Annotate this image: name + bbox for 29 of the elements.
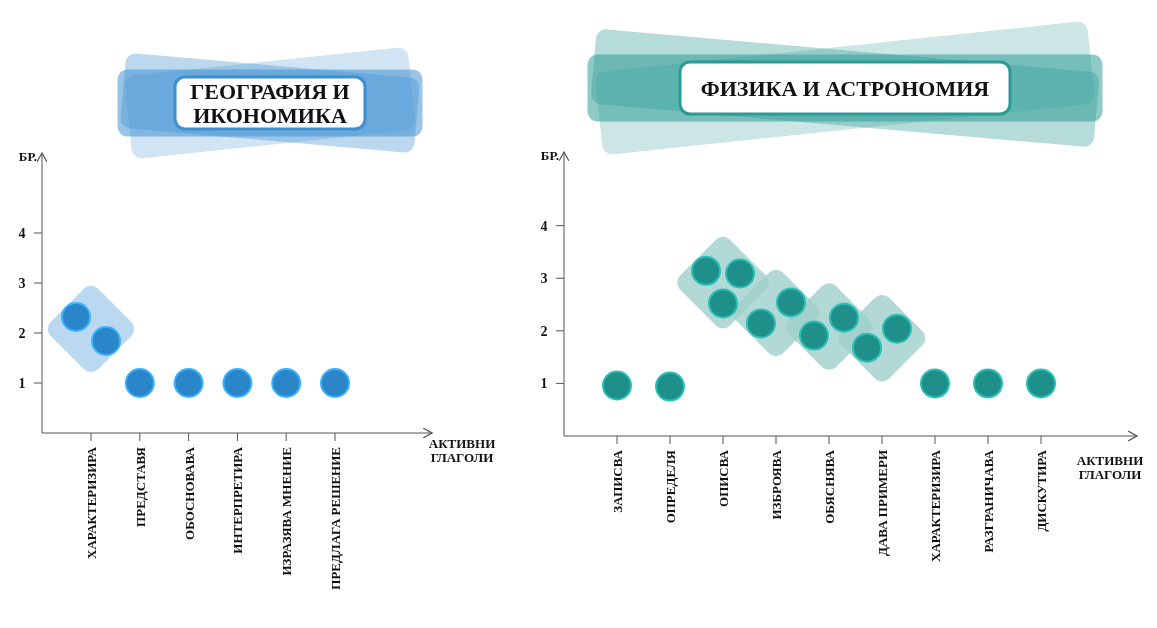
x-tick-label: ХАРАКТЕРИЗИРА (84, 446, 99, 559)
y-tick-label: 3 (540, 271, 548, 287)
x-tick-label: ИНТЕРПРЕТИРА (230, 446, 246, 554)
x-tick-label: РАЗГРАНИЧАВА (981, 449, 996, 553)
x-tick-label: ПРЕДСТАВЯ (132, 446, 148, 527)
x-tick-label: ИЗРАЗЯВА МНЕНИЕ (279, 447, 295, 576)
y-axis-title: БР. (540, 148, 559, 163)
x-axis-title: АКТИВНИ ГЛАГОЛИ (428, 436, 496, 466)
x-tick-label: ЗАПИСВА (610, 449, 625, 513)
x-tick-label: ОПИСВА (716, 449, 731, 507)
y-tick-label: 4 (540, 218, 548, 234)
y-tick-label: 1 (18, 376, 26, 391)
x-axis-title: АКТИВНИ ГЛАГОЛИ (1076, 453, 1144, 483)
x-tick-label: ОБЯСНЯВА (822, 449, 837, 524)
y-tick-label: 2 (540, 323, 548, 339)
y-tick-label: 2 (18, 326, 26, 341)
x-tick-label: ХАРАКТЕРИЗИРА (928, 449, 943, 562)
x-tick-label: ОБОСНОВАВА (181, 446, 197, 540)
chart-title: ФИЗИКА И АСТРОНОМИЯ (700, 76, 990, 101)
x-tick-label: ИЗБРОЯВА (769, 449, 784, 520)
chart-title: ГЕОГРАФИЯ И ИКОНОМИКА (190, 79, 350, 129)
y-tick-label: 3 (18, 276, 26, 291)
x-tick-label: ДИСКУТИРА (1034, 449, 1049, 532)
x-tick-label: ДАВА ПРИМЕРИ (875, 450, 890, 556)
y-tick-label: 4 (18, 226, 26, 241)
y-tick-label: 1 (540, 376, 548, 392)
x-tick-label: ПРЕДЛАГА РЕШЕНИЕ (328, 447, 343, 590)
y-axis-title: БР. (18, 149, 37, 164)
x-tick-label: ОПРЕДЕЛЯ (663, 449, 678, 524)
